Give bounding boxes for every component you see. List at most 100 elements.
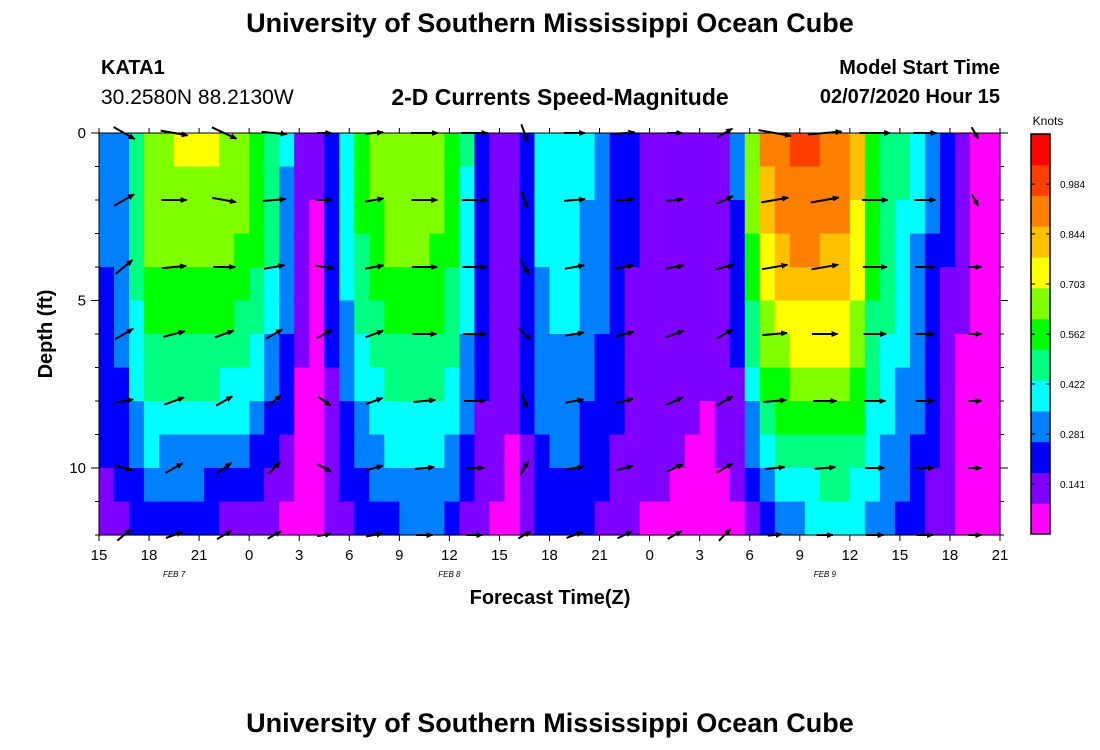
current-vector xyxy=(762,330,789,337)
heatmap-cell xyxy=(294,300,310,335)
current-vector xyxy=(615,196,636,203)
heatmap-cell xyxy=(129,367,145,402)
footer-title: University of Southern Mississippi Ocean… xyxy=(246,708,854,738)
heatmap-cell xyxy=(789,233,806,268)
heatmap-cell xyxy=(324,468,340,503)
heatmap-cell xyxy=(504,300,521,335)
heatmap-cell xyxy=(264,501,280,536)
heatmap-cell xyxy=(699,434,716,469)
heatmap-cell xyxy=(549,434,566,469)
heatmap-cell xyxy=(369,233,385,268)
date-label: FEB 7 xyxy=(163,570,186,579)
heatmap-cell xyxy=(834,434,851,469)
heatmap-cell xyxy=(624,401,641,436)
heatmap-cell xyxy=(114,434,130,469)
heatmap-cell xyxy=(774,434,791,469)
heatmap-cell xyxy=(804,334,821,369)
heatmap-cell xyxy=(309,133,325,168)
heatmap-cell xyxy=(669,200,686,235)
heatmap-cell xyxy=(969,133,986,168)
heatmap-cell xyxy=(774,334,791,369)
heatmap-cell xyxy=(114,468,130,503)
heatmap-cell xyxy=(489,300,506,335)
heatmap-cell xyxy=(714,468,731,503)
heatmap-cell xyxy=(744,233,761,268)
heatmap-cell xyxy=(204,233,220,268)
heatmap-cell xyxy=(879,501,896,536)
current-vector xyxy=(564,196,586,203)
heatmap-cell xyxy=(984,200,1001,235)
heatmap-cell xyxy=(369,267,385,302)
axes: 15 18 21 0 3 6 9 12 15 18 21 0 3 6 9 12 15 18 21 FEB 7 FEB 8… xyxy=(69,125,1008,579)
x-tick-label: 15 xyxy=(892,547,909,564)
current-vector xyxy=(316,328,333,340)
current-vector xyxy=(114,259,134,275)
heatmap-cell xyxy=(234,468,250,503)
heatmap-cell xyxy=(144,434,160,469)
heatmap-cell xyxy=(954,468,971,503)
heatmap-cell xyxy=(159,200,175,235)
heatmap-cell xyxy=(744,267,761,302)
heatmap-cell xyxy=(279,133,295,168)
x-tick-label: 21 xyxy=(591,547,608,564)
heatmap-cell xyxy=(564,468,581,503)
heatmap-cell xyxy=(159,401,175,436)
heatmap-cell xyxy=(984,434,1001,469)
heatmap-cell xyxy=(804,367,821,402)
heatmap-cell xyxy=(924,334,941,369)
heatmap-cell xyxy=(639,133,656,168)
heatmap-cell xyxy=(624,501,641,536)
heatmap-cell xyxy=(909,300,926,335)
heatmap-cell xyxy=(939,468,956,503)
heatmap-cell xyxy=(624,233,641,268)
heatmap-cell xyxy=(429,300,445,335)
heatmap-cell xyxy=(594,501,611,536)
heatmap-cell xyxy=(459,200,476,235)
heatmap-cell xyxy=(414,133,430,168)
heatmap-cell xyxy=(954,233,971,268)
heatmap-cell xyxy=(129,267,145,302)
heatmap-cell xyxy=(609,401,626,436)
heatmap-cell xyxy=(204,133,220,168)
current-vector xyxy=(214,329,235,339)
heatmap-cell xyxy=(609,300,626,335)
heatmap-cell xyxy=(384,233,400,268)
heatmap-cell xyxy=(759,401,776,436)
heatmap-cell xyxy=(234,300,250,335)
heatmap-cell xyxy=(309,334,325,369)
heatmap-cell xyxy=(159,133,175,168)
heatmap-cell xyxy=(894,468,911,503)
heatmap-cell xyxy=(654,468,671,503)
heatmap-cell xyxy=(159,267,175,302)
heatmap-cell xyxy=(489,501,506,536)
heatmap-cell xyxy=(309,434,325,469)
colorbar-swatch xyxy=(1031,195,1050,227)
heatmap-cell xyxy=(324,300,340,335)
heatmap-cell xyxy=(684,267,701,302)
heatmap-cell xyxy=(144,501,160,536)
heatmap-cell xyxy=(279,200,295,235)
heatmap-cell xyxy=(564,334,581,369)
heatmap-cell xyxy=(849,300,866,335)
heatmap-cell xyxy=(924,367,941,402)
heatmap-cell xyxy=(924,501,941,536)
heatmap-cell xyxy=(429,133,445,168)
heatmap-cell xyxy=(534,334,551,369)
heatmap-cell xyxy=(819,166,836,201)
heatmap-cell xyxy=(129,334,145,369)
heatmap-cell xyxy=(669,434,686,469)
heatmap-cell xyxy=(129,133,145,168)
heatmap-cell xyxy=(639,166,656,201)
heatmap-cell xyxy=(429,267,445,302)
y-tick-label: 0 xyxy=(78,125,86,142)
heatmap-cell xyxy=(924,401,941,436)
current-vector xyxy=(215,395,234,407)
current-vector xyxy=(162,263,188,270)
current-vector xyxy=(115,464,134,472)
current-vector xyxy=(764,464,786,471)
heatmap-cell xyxy=(804,200,821,235)
heatmap-cell xyxy=(759,133,776,168)
x-tick-label: 12 xyxy=(441,547,458,564)
heatmap-cell xyxy=(189,468,205,503)
heatmap-cell xyxy=(339,133,355,168)
